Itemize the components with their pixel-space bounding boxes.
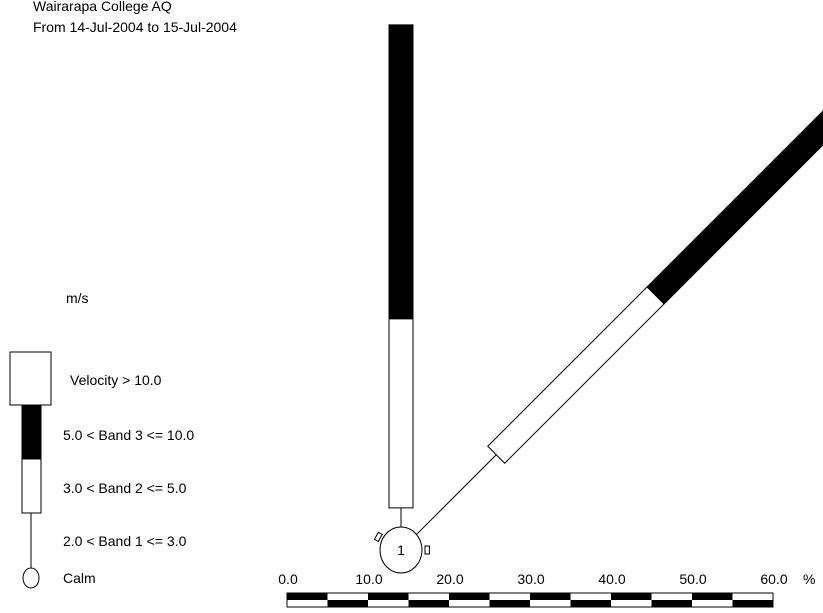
chart-title-block: Wairarapa College AQ From 14-Jul-2004 to… <box>33 0 237 38</box>
legend-label-band3: 5.0 < Band 3 <= 10.0 <box>63 427 194 443</box>
percent-scale-bar <box>286 592 774 608</box>
legend-label-band2: 3.0 < Band 2 <= 5.0 <box>63 480 187 496</box>
legend-unit: m/s <box>66 290 89 306</box>
scale-bar-segment <box>408 600 449 607</box>
petal-0deg-band2 <box>388 318 414 509</box>
site-title: Wairarapa College AQ <box>33 0 172 14</box>
petal-300deg-band1 <box>373 531 383 543</box>
scale-tick-label: 20.0 <box>436 571 463 587</box>
scale-tick-label: 60.0 <box>760 571 787 587</box>
scale-bar-segment <box>651 600 692 607</box>
percent-scale-labels: 0.0 10.0 20.0 30.0 40.0 50.0 60.0 <box>278 571 788 587</box>
scale-tick-label: 40.0 <box>598 571 625 587</box>
scale-bar-segment <box>732 600 773 607</box>
legend-swatch-band3 <box>21 404 42 460</box>
scale-unit-label: % <box>803 571 815 587</box>
scale-bar-segment <box>692 593 733 600</box>
legend: m/s Velocity > 10.0 5.0 < Band 3 <= 10.0… <box>9 290 194 589</box>
petal-90deg-band1 <box>424 545 430 555</box>
scale-bar-segment <box>449 593 490 600</box>
legend-swatch-above <box>9 351 52 406</box>
petal-0deg-band3 <box>388 24 414 320</box>
scale-tick-label: 10.0 <box>355 571 382 587</box>
scale-bar-segment <box>611 593 652 600</box>
petal-45deg-band1 <box>416 454 497 535</box>
legend-label-band1: 2.0 < Band 1 <= 3.0 <box>63 533 187 549</box>
scale-tick-label: 50.0 <box>679 571 706 587</box>
scale-bar-segment <box>327 600 368 607</box>
scale-bar-segment <box>489 600 530 607</box>
period-subtitle: From 14-Jul-2004 to 15-Jul-2004 <box>33 19 237 35</box>
scale-bar-segment <box>570 600 611 607</box>
calm-count-label: 1 <box>397 542 405 558</box>
scale-bar-segment <box>368 593 409 600</box>
legend-label-calm: Calm <box>63 570 96 586</box>
legend-swatch-band2 <box>21 458 42 514</box>
rose-petals <box>373 24 823 555</box>
legend-label-above: Velocity > 10.0 <box>70 372 162 388</box>
petal-45deg-band2 <box>487 286 665 464</box>
scale-bar-segment <box>287 593 328 600</box>
calm-circle: 1 <box>379 526 423 574</box>
scale-tick-label: 0.0 <box>278 571 298 587</box>
legend-swatch-calm <box>22 567 40 589</box>
scale-tick-label: 30.0 <box>517 571 544 587</box>
petal-45deg-band3 <box>646 110 823 305</box>
scale-bar-segment <box>530 593 571 600</box>
